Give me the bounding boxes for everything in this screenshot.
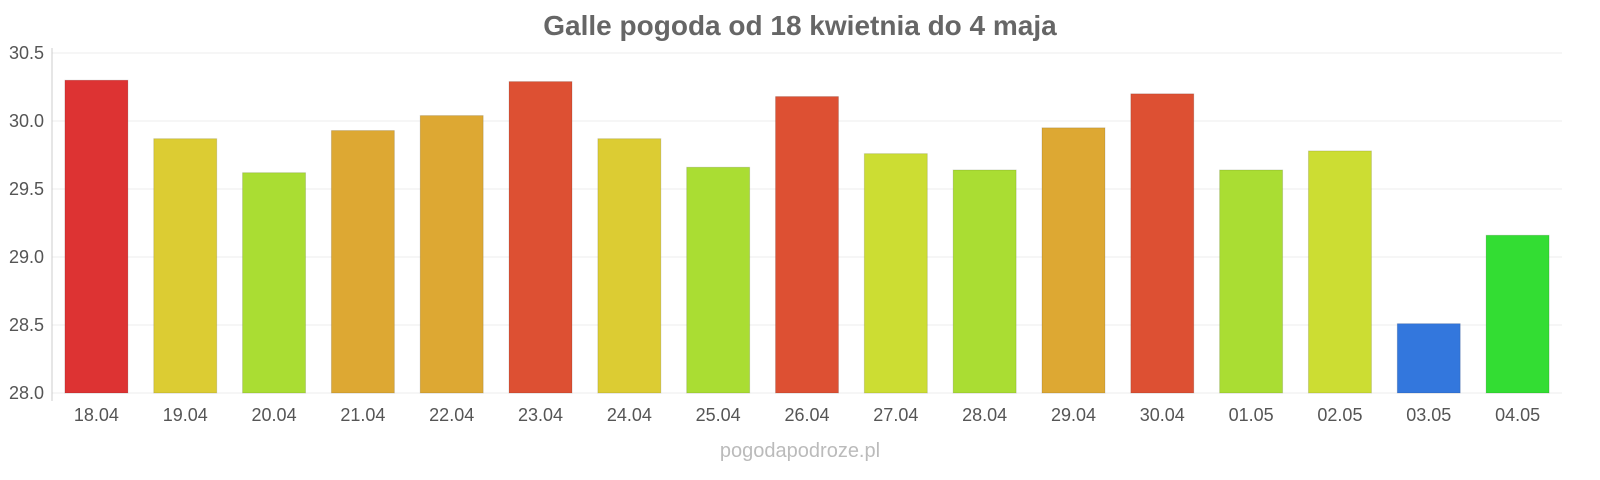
y-tick-label: 29.5 <box>9 179 44 199</box>
bar-22.04 <box>419 115 484 394</box>
x-tick-label: 30.04 <box>1140 405 1185 425</box>
x-tick-label: 28.04 <box>962 405 1007 425</box>
bar-19.04 <box>153 138 218 394</box>
bar-25.04 <box>686 166 751 394</box>
x-tick-label: 01.05 <box>1229 405 1274 425</box>
y-tick-label: 30.0 <box>9 111 44 131</box>
bar-21.04 <box>330 130 395 394</box>
y-tick-label: 28.5 <box>9 315 44 335</box>
x-tick-label: 22.04 <box>429 405 474 425</box>
x-tick-label: 19.04 <box>163 405 208 425</box>
bar-28.04 <box>952 169 1017 394</box>
bar-03.05 <box>1396 323 1461 394</box>
bar-04.05 <box>1485 234 1550 394</box>
x-tick-label: 24.04 <box>607 405 652 425</box>
x-tick-label: 27.04 <box>873 405 918 425</box>
x-tick-label: 29.04 <box>1051 405 1096 425</box>
bar-26.04 <box>775 96 839 394</box>
bar-27.04 <box>863 153 928 394</box>
x-tick-label: 18.04 <box>74 405 119 425</box>
bar-24.04 <box>597 138 662 394</box>
bar-20.04 <box>242 172 307 394</box>
bar-23.04 <box>508 81 573 394</box>
bar-30.04 <box>1130 93 1195 394</box>
x-tick-label: 21.04 <box>340 405 385 425</box>
bar-02.05 <box>1307 150 1372 394</box>
bar-01.05 <box>1219 169 1284 394</box>
bar-18.04 <box>64 79 129 394</box>
y-tick-label: 29.0 <box>9 247 44 267</box>
x-tick-label: 26.04 <box>784 405 829 425</box>
watermark: pogodapodroze.pl <box>719 440 881 462</box>
y-tick-label: 28.0 <box>9 383 44 403</box>
y-tick-label: 30.5 <box>9 43 44 63</box>
x-tick-label: 23.04 <box>518 405 563 425</box>
bar-29.04 <box>1041 127 1106 394</box>
x-tick-label: 02.05 <box>1317 405 1362 425</box>
x-tick-label: 25.04 <box>696 405 741 425</box>
x-tick-label: 04.05 <box>1495 405 1540 425</box>
x-tick-label: 03.05 <box>1406 405 1451 425</box>
x-tick-label: 20.04 <box>252 405 297 425</box>
chart-title: Galle pogoda od 18 kwietnia do 4 maja <box>543 10 1057 41</box>
